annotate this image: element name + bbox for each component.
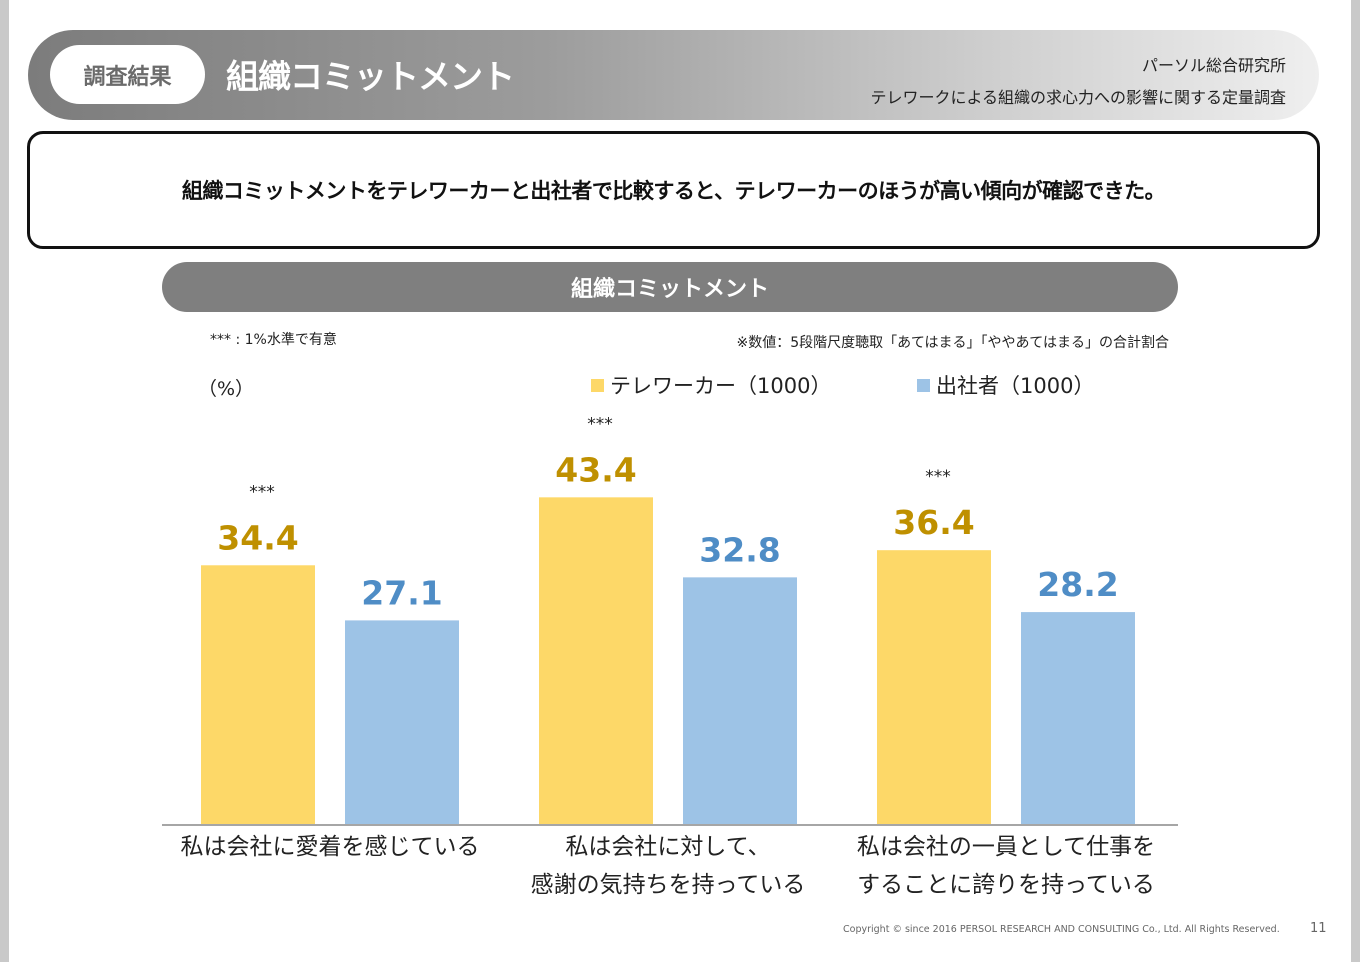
category-label-2-line-0: 私は会社の一員として仕事を — [857, 834, 1155, 860]
bar-office-2 — [1021, 612, 1135, 825]
category-label-2-line-1: することに誇りを持っている — [857, 872, 1155, 898]
legend-label-telework: テレワーカー（1000） — [610, 374, 832, 398]
chart-title: 組織コミットメント — [162, 262, 1178, 312]
header-tag: 調査結果 — [50, 45, 205, 104]
summary-box: 組織コミットメントをテレワーカーと出社者で比較すると、テレワーカーのほうが高い傾… — [27, 131, 1320, 249]
data-label-telework-0: 34.4 — [217, 518, 298, 557]
legend-item-office: 出社者（1000） — [917, 371, 1094, 399]
data-label-office-2: 28.2 — [1037, 565, 1118, 604]
value-note: ※数値：5段階尺度聴取「あてはまる」「ややあてはまる」の合計割合 — [736, 335, 1169, 351]
significance-note: *** : 1%水準で有意 — [210, 332, 337, 348]
header-band — [28, 30, 1319, 120]
copyright: Copyright © since 2016 PERSOL RESEARCH A… — [843, 924, 1280, 935]
right-edge-bar — [1351, 0, 1360, 962]
data-label-office-1: 32.8 — [699, 530, 780, 569]
summary-text: 組織コミットメントをテレワーカーと出社者で比較すると、テレワーカーのほうが高い傾… — [181, 179, 1166, 203]
category-label-1-line-1: 感謝の気持ちを持っている — [531, 872, 806, 898]
significance-mark-1: *** — [587, 414, 613, 434]
legend-swatch-office — [917, 378, 930, 392]
significance-mark-0: *** — [249, 482, 275, 502]
legend-swatch-telework — [591, 378, 604, 392]
data-label-telework-1: 43.4 — [555, 450, 636, 489]
bar-telework-1 — [539, 497, 653, 825]
bar-telework-0 — [201, 565, 315, 825]
data-label-office-0: 27.1 — [361, 573, 442, 612]
data-label-telework-2: 36.4 — [893, 503, 974, 542]
survey-title: テレワークによる組織の求心力への影響に関する定量調査 — [870, 88, 1286, 107]
page-title: 組織コミットメント — [226, 57, 515, 96]
significance-mark-2: *** — [925, 467, 951, 487]
page-number: 11 — [1310, 921, 1327, 936]
bar-telework-2 — [877, 550, 991, 825]
y-unit-label: （%） — [198, 378, 255, 400]
organization-name: パーソル総合研究所 — [1141, 56, 1286, 75]
category-label-1-line-0: 私は会社に対して、 — [565, 834, 770, 860]
category-label-0-line-0: 私は会社に愛着を感じている — [181, 834, 480, 860]
left-edge-bar — [0, 0, 9, 962]
legend-label-office: 出社者（1000） — [936, 374, 1095, 398]
bar-office-0 — [345, 620, 459, 825]
bar-office-1 — [683, 577, 797, 825]
legend-item-telework: テレワーカー（1000） — [591, 371, 831, 399]
